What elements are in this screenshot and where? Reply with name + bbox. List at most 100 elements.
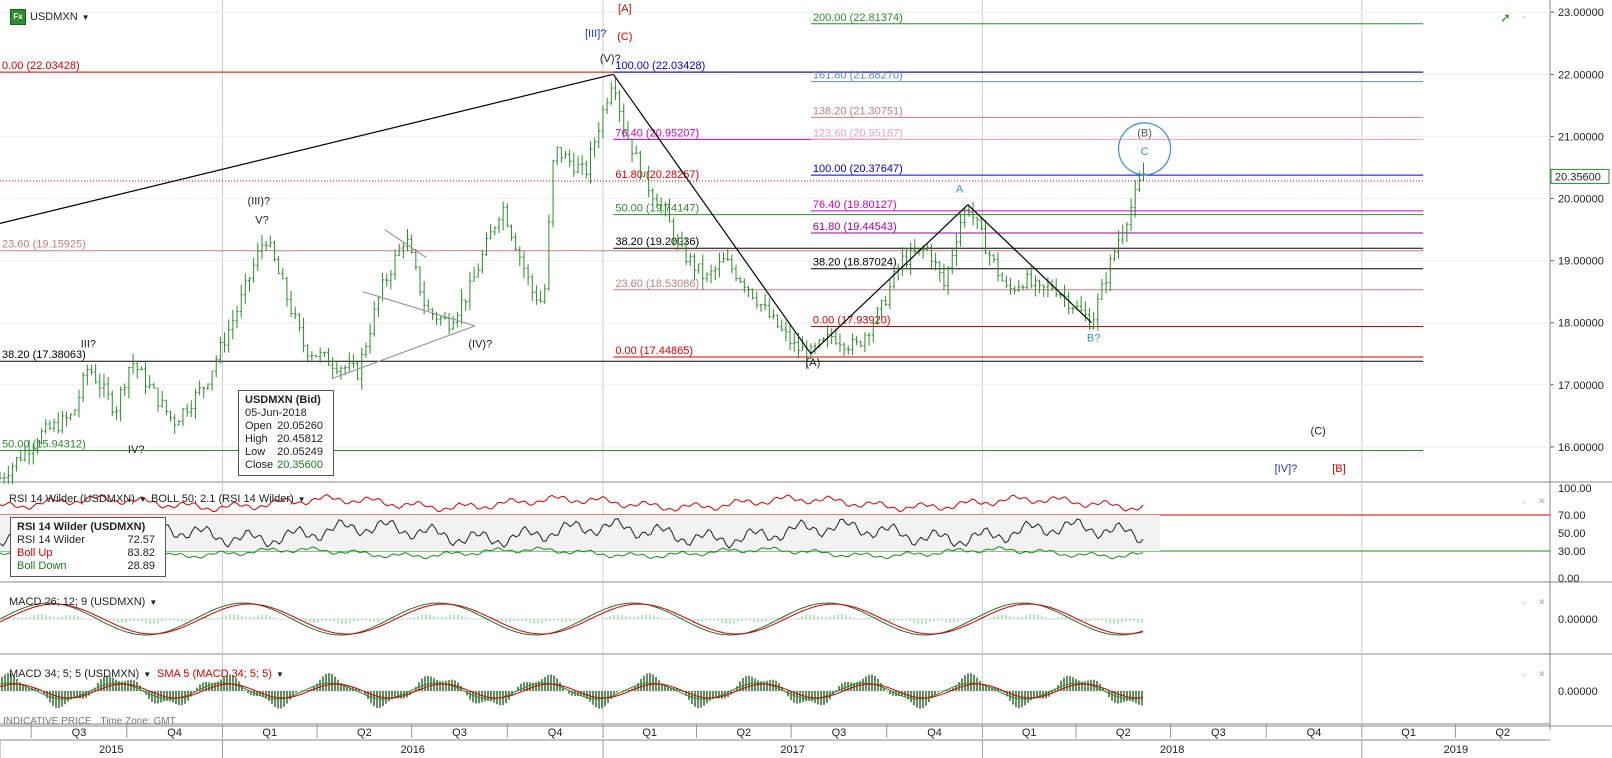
rsi-label: RSI 14 Wilder (USDMXN) bbox=[9, 493, 135, 505]
quarter-label: Q4 bbox=[927, 727, 942, 739]
price-info-box: USDMXN (Bid) 05-Jun-2018 Open 20.05260 Hi… bbox=[238, 390, 335, 476]
sma-pane-label[interactable]: SMA 5 (MACD 34; 5; 5) ▼ bbox=[157, 668, 284, 680]
rsi-row: Boll Down 28.89 bbox=[17, 560, 159, 573]
boll-down-line bbox=[0, 546, 1144, 560]
quarter-label: Q1 bbox=[642, 727, 657, 739]
quarter-label: Q1 bbox=[1022, 727, 1037, 739]
price-tick-label: 17.00000 bbox=[1558, 380, 1604, 392]
price-tick-label: 23.00000 bbox=[1558, 7, 1604, 19]
year-label: 2017 bbox=[780, 744, 804, 756]
fib-level-label: 0.00 (22.03428) bbox=[2, 60, 80, 72]
price-tick-label: 18.00000 bbox=[1558, 318, 1604, 330]
rsi-tick-label: 100.00 bbox=[1558, 483, 1592, 495]
wave-label: (B) bbox=[1137, 127, 1152, 139]
rsi-line bbox=[0, 517, 1144, 549]
fib-level-label: 200.00 (22.81374) bbox=[813, 12, 903, 24]
fib-level-label: 76.40 (20.95207) bbox=[615, 127, 699, 139]
macd2-label: MACD 34; 5; 5 (USDMXN) bbox=[9, 668, 140, 680]
restore-icon[interactable]: ▫ bbox=[1522, 497, 1526, 507]
restore-icon[interactable]: ▫ bbox=[1522, 670, 1526, 680]
quarter-label: Q4 bbox=[548, 727, 563, 739]
price-tick-label: 20.00000 bbox=[1558, 194, 1604, 206]
rsi-band bbox=[0, 515, 1160, 551]
wave-label: (IV)? bbox=[468, 339, 492, 351]
quarter-label: Q2 bbox=[1495, 727, 1510, 739]
wave-label: III? bbox=[81, 339, 96, 351]
restore-icon[interactable]: ▫ bbox=[1522, 598, 1526, 608]
quarter-label: Q2 bbox=[1116, 727, 1131, 739]
fib-level-label: 61.80 (20.28257) bbox=[615, 169, 699, 181]
trendline bbox=[0, 73, 614, 224]
rsi-tick-label: 50.00 bbox=[1558, 528, 1586, 540]
timezone-label: Time Zone: GMT bbox=[100, 716, 176, 727]
info-value: 20.05260 bbox=[277, 420, 324, 432]
quarter-label: Q3 bbox=[1211, 727, 1226, 739]
wave-label: (A) bbox=[806, 357, 821, 369]
quarter-label: Q4 bbox=[167, 727, 182, 739]
chevron-down-icon: ▼ bbox=[275, 670, 284, 679]
info-label: Open bbox=[245, 420, 272, 432]
rsi-row-value: 83.82 bbox=[127, 547, 155, 559]
quarter-label: Q3 bbox=[832, 727, 847, 739]
rsi-pane-label[interactable]: RSI 14 Wilder (USDMXN) ▼ bbox=[9, 493, 147, 505]
rsi-row-label: RSI 14 Wilder bbox=[17, 534, 85, 546]
rsi-row-label: Boll Up bbox=[17, 547, 53, 559]
fib-level-label: 100.00 (20.37647) bbox=[813, 163, 903, 175]
quarter-label: Q1 bbox=[262, 727, 277, 739]
last-price-tag bbox=[1550, 168, 1610, 184]
macd-tick-label: 0.00000 bbox=[1558, 686, 1598, 698]
target-circle bbox=[1117, 122, 1172, 176]
quarter-label: Q4 bbox=[1307, 727, 1322, 739]
year-label: 2018 bbox=[1160, 744, 1184, 756]
wave-label: (C) bbox=[1311, 426, 1326, 438]
quarter-label: Q3 bbox=[72, 727, 87, 739]
price-tick-label: 19.00000 bbox=[1558, 256, 1604, 268]
rsi-row: Boll Up 83.82 bbox=[17, 547, 159, 560]
wave-label: C bbox=[1141, 146, 1149, 158]
info-value: 20.45812 bbox=[277, 433, 324, 445]
trendline bbox=[362, 291, 476, 327]
fib-level-label: 23.60 (19.15925) bbox=[2, 239, 86, 251]
trendline bbox=[384, 229, 427, 259]
rsi-tick-label: 0.00 bbox=[1558, 573, 1579, 585]
rsi-tick-label: 70.00 bbox=[1558, 510, 1586, 522]
wave-label: (V)? bbox=[600, 53, 621, 65]
close-icon[interactable]: ✕ bbox=[1538, 669, 1546, 679]
close-icon[interactable]: ✕ bbox=[1538, 597, 1546, 607]
macd-line bbox=[0, 682, 1144, 700]
restore-icon[interactable]: ▫ bbox=[1522, 12, 1526, 22]
price-tick-label: 16.00000 bbox=[1558, 442, 1604, 454]
chevron-down-icon: ▼ bbox=[81, 13, 90, 22]
wave-label: [B] bbox=[1332, 463, 1345, 475]
fib-level-label: 161.80 (21.88270) bbox=[813, 70, 903, 82]
boll-pane-label[interactable]: BOLL 50; 2.1 (RSI 14 Wilder) ▼ bbox=[151, 493, 306, 505]
trendline bbox=[967, 204, 1092, 324]
close-icon[interactable]: ✕ bbox=[1538, 496, 1546, 506]
quarter-label: Q1 bbox=[1401, 727, 1416, 739]
fib-level-label: 61.80 (19.44543) bbox=[813, 221, 897, 233]
rsi-row: RSI 14 Wilder 72.57 bbox=[17, 534, 159, 547]
quarter-label: Q2 bbox=[357, 727, 372, 739]
trend-icon[interactable]: ➚ bbox=[1500, 10, 1511, 25]
macd1-pane-label[interactable]: MACD 26; 12; 9 (USDMXN) ▼ bbox=[9, 596, 157, 608]
quarter-label: Q2 bbox=[736, 727, 751, 739]
wave-label: [A] bbox=[618, 3, 631, 15]
rsi-info-box: RSI 14 Wilder (USDMXN) RSI 14 Wilder 72.5… bbox=[10, 517, 166, 577]
macd2-pane-label[interactable]: MACD 34; 5; 5 (USDMXN) ▼ bbox=[9, 668, 151, 680]
wave-label: B? bbox=[1087, 332, 1100, 344]
info-row: High 20.45812 bbox=[245, 433, 327, 446]
info-title: USDMXN (Bid) bbox=[245, 394, 321, 406]
price-tick-label: 22.00000 bbox=[1558, 69, 1604, 81]
fx-icon: Fx bbox=[10, 9, 26, 25]
footer-note: INDICATIVE PRICE Time Zone: GMT bbox=[3, 716, 176, 727]
boll-label: BOLL 50; 2.1 (RSI 14 Wilder) bbox=[151, 493, 294, 505]
wave-label: V? bbox=[255, 214, 268, 226]
symbol-selector[interactable]: USDMXN ▼ bbox=[30, 11, 90, 23]
info-row: Open 20.05260 bbox=[245, 420, 327, 433]
fib-level-label: 50.00 (19.74147) bbox=[615, 203, 699, 215]
wave-label: IV? bbox=[128, 444, 145, 456]
info-date: 05-Jun-2018 bbox=[245, 407, 307, 419]
price-tick-label: 21.00000 bbox=[1558, 131, 1604, 143]
rsi-row-label: Boll Down bbox=[17, 560, 67, 572]
